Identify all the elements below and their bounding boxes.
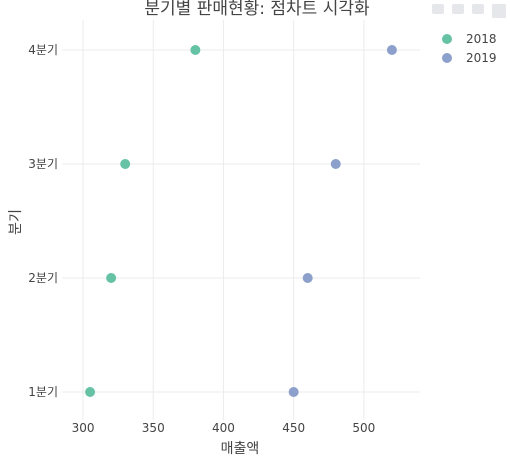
data-point-2019[interactable] [330,159,341,169]
camera-icon[interactable] [432,4,444,14]
legend-marker [442,53,452,63]
data-point-2018[interactable] [190,45,201,55]
data-point-2019[interactable] [302,273,313,283]
chart-title: 분기별 판매현황: 점차트 시각화 [144,0,370,19]
data-point-2018[interactable] [120,159,131,169]
y-tick-label: 2분기 [28,271,58,285]
zoom-icon[interactable] [452,4,464,14]
legend-marker [442,34,452,44]
x-tick-label: 500 [352,421,375,435]
legend-item-2019[interactable]: 2019 [442,51,497,65]
x-tick-label: 350 [142,421,165,435]
pan-icon[interactable] [472,4,484,14]
y-axis-ticks: 1분기 2분기 3분기 4분기 [28,43,58,399]
grid [62,20,420,420]
data-points[interactable] [85,45,397,397]
y-tick-label: 4분기 [28,43,58,57]
x-tick-label: 300 [72,421,95,435]
legend-item-2018[interactable]: 2018 [442,32,497,46]
y-axis-label: 분기 [8,209,24,235]
x-tick-label: 450 [282,421,305,435]
legend-label: 2019 [466,51,497,65]
x-axis-label: 매출액 [221,441,260,456]
data-point-2018[interactable] [85,387,96,397]
y-tick-label: 1분기 [28,385,58,399]
autoscale-icon[interactable] [492,4,506,18]
data-point-2019[interactable] [386,45,397,55]
data-point-2019[interactable] [288,387,299,397]
y-tick-label: 3분기 [28,157,58,171]
data-point-2018[interactable] [106,273,117,283]
modebar[interactable] [432,4,506,18]
legend[interactable]: 2018 2019 [442,32,497,65]
legend-label: 2018 [466,32,497,46]
x-tick-label: 400 [212,421,235,435]
x-axis-ticks: 300 350 400 450 500 [72,421,376,435]
